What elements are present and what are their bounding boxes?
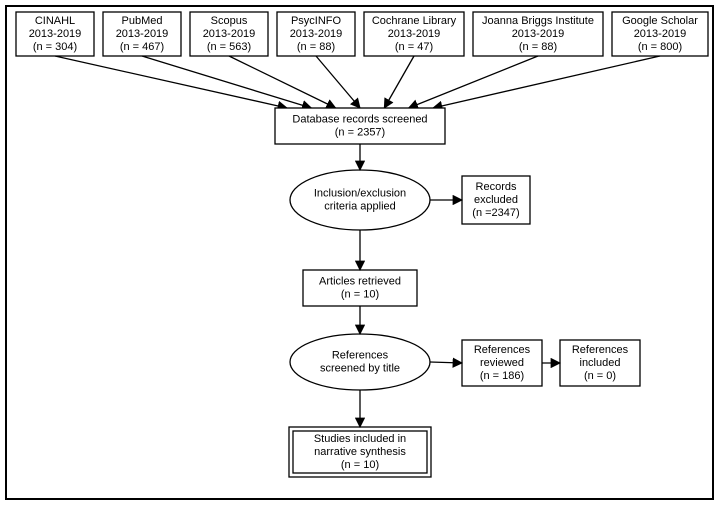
svg-text:(n = 10): (n = 10) xyxy=(341,459,379,471)
svg-text:narrative synthesis: narrative synthesis xyxy=(314,446,406,458)
svg-text:PsycINFO: PsycINFO xyxy=(291,15,342,27)
arrow-db-5 xyxy=(409,56,538,108)
svg-text:2013-2019: 2013-2019 xyxy=(116,28,169,40)
arrow-db-6 xyxy=(433,56,660,108)
svg-text:Google Scholar: Google Scholar xyxy=(622,15,698,27)
svg-text:2013-2019: 2013-2019 xyxy=(290,28,343,40)
svg-text:Database records screened: Database records screened xyxy=(292,113,427,125)
svg-text:Inclusion/exclusion: Inclusion/exclusion xyxy=(314,187,406,199)
svg-text:(n = 304): (n = 304) xyxy=(33,41,77,53)
svg-text:criteria applied: criteria applied xyxy=(324,200,396,212)
svg-text:(n = 800): (n = 800) xyxy=(638,41,682,53)
svg-text:screened by title: screened by title xyxy=(320,362,400,374)
svg-text:2013-2019: 2013-2019 xyxy=(512,28,565,40)
svg-text:(n = 88): (n = 88) xyxy=(297,41,335,53)
svg-text:(n = 0): (n = 0) xyxy=(584,370,616,382)
svg-text:2013-2019: 2013-2019 xyxy=(388,28,441,40)
svg-text:(n = 88): (n = 88) xyxy=(519,41,557,53)
svg-text:(n =2347): (n =2347) xyxy=(472,207,519,219)
svg-text:Cochrane Library: Cochrane Library xyxy=(372,15,457,27)
svg-text:(n = 47): (n = 47) xyxy=(395,41,433,53)
svg-text:2013-2019: 2013-2019 xyxy=(29,28,82,40)
svg-text:Joanna Briggs Institute: Joanna Briggs Institute xyxy=(482,15,594,27)
svg-text:included: included xyxy=(580,357,621,369)
svg-text:Articles retrieved: Articles retrieved xyxy=(319,275,401,287)
svg-text:Scopus: Scopus xyxy=(211,15,248,27)
svg-text:(n = 2357): (n = 2357) xyxy=(335,126,385,138)
arrow-db-3 xyxy=(316,56,360,108)
arrow-db-0 xyxy=(55,56,287,108)
svg-text:(n = 467): (n = 467) xyxy=(120,41,164,53)
svg-text:2013-2019: 2013-2019 xyxy=(203,28,256,40)
arrow-db-1 xyxy=(142,56,311,108)
svg-text:CINAHL: CINAHL xyxy=(35,15,75,27)
arrow-refs-reviewed xyxy=(430,362,462,363)
svg-text:2013-2019: 2013-2019 xyxy=(634,28,687,40)
svg-text:References: References xyxy=(572,344,629,356)
svg-text:(n = 10): (n = 10) xyxy=(341,288,379,300)
svg-text:Studies included in: Studies included in xyxy=(314,433,406,445)
svg-text:(n = 186): (n = 186) xyxy=(480,370,524,382)
svg-text:References: References xyxy=(474,344,531,356)
svg-text:excluded: excluded xyxy=(474,194,518,206)
svg-text:References: References xyxy=(332,349,389,361)
svg-text:(n = 563): (n = 563) xyxy=(207,41,251,53)
svg-text:PubMed: PubMed xyxy=(122,15,163,27)
arrow-db-2 xyxy=(229,56,336,108)
arrow-db-4 xyxy=(384,56,414,108)
svg-text:Records: Records xyxy=(476,181,517,193)
svg-text:reviewed: reviewed xyxy=(480,357,524,369)
